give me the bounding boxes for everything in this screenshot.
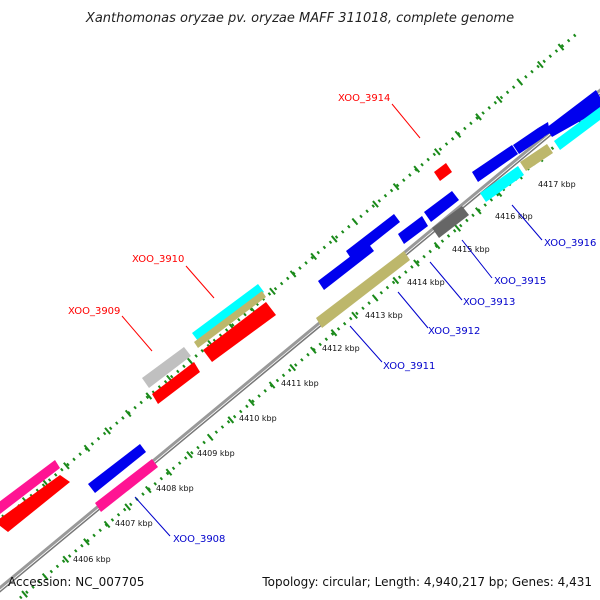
- kbp-label: 4417 kbp: [538, 180, 576, 189]
- gene-label-xoo-3910[interactable]: XOO_3910: [132, 254, 184, 265]
- kbp-label: 4409 kbp: [197, 449, 235, 458]
- major-tick: [413, 259, 420, 267]
- kbp-label: 4407 kbp: [115, 519, 153, 528]
- gene-feature-blue[interactable]: [472, 145, 518, 182]
- major-tick: [248, 398, 255, 407]
- major-tick: [62, 555, 70, 563]
- gene-label-xoo-3915[interactable]: XOO_3915: [494, 276, 546, 287]
- major-tick: [63, 462, 70, 470]
- major-tick: [351, 217, 359, 226]
- major-tick: [145, 392, 153, 400]
- major-tick: [474, 207, 482, 215]
- major-tick: [227, 416, 235, 424]
- accession-text: Accession: NC_007705: [8, 575, 144, 589]
- gene-label-xoo-3909[interactable]: XOO_3909: [68, 306, 120, 317]
- kbp-label: 4408 kbp: [156, 484, 194, 493]
- gene-feature-red[interactable]: [203, 302, 276, 362]
- genome-stats-text: Topology: circular; Length: 4,940,217 bp…: [261, 575, 592, 589]
- major-tick: [165, 468, 173, 476]
- gene-feature-gray[interactable]: [142, 347, 191, 388]
- major-tick: [433, 148, 441, 156]
- major-tick: [310, 252, 318, 261]
- gene-feature-pink[interactable]: [0, 460, 60, 514]
- major-tick: [83, 538, 90, 546]
- gene-feature-cyan[interactable]: [480, 166, 524, 202]
- major-tick: [454, 130, 462, 139]
- major-tick: [413, 165, 421, 173]
- major-tick: [144, 485, 152, 494]
- major-tick: [124, 409, 132, 418]
- major-tick: [392, 276, 400, 285]
- major-tick: [21, 590, 28, 598]
- gene-labels: XOO_3909 XOO_3910 XOO_3914 XOO_3908 XOO_…: [68, 93, 596, 545]
- kbp-label: 4414 kbp: [407, 278, 445, 287]
- gene-feature-blue[interactable]: [398, 216, 428, 244]
- major-tick: [269, 287, 276, 296]
- gene-label-xoo-3913[interactable]: XOO_3913: [463, 297, 515, 308]
- major-tick: [330, 329, 338, 337]
- gene-feature-blue[interactable]: [318, 243, 374, 290]
- major-tick: [124, 503, 132, 511]
- major-tick: [104, 427, 111, 435]
- callout-lines: [121, 103, 543, 537]
- gene-feature-blue[interactable]: [424, 191, 459, 222]
- gene-features: [0, 90, 600, 532]
- gene-feature-blue[interactable]: [546, 90, 600, 137]
- major-tick: [330, 235, 338, 243]
- gene-label-xoo-3908[interactable]: XOO_3908: [173, 534, 225, 545]
- major-tick: [186, 451, 193, 459]
- gene-label-xoo-3911[interactable]: XOO_3911: [383, 361, 435, 372]
- major-tick: [186, 357, 194, 365]
- major-tick: [516, 78, 524, 86]
- major-tick: [289, 363, 297, 372]
- gene-label-xoo-3912[interactable]: XOO_3912: [428, 326, 480, 337]
- major-tick: [83, 444, 91, 453]
- gene-feature-red[interactable]: [152, 362, 200, 404]
- kbp-label: 4412 kbp: [322, 344, 360, 353]
- kbp-label: 4416 kbp: [495, 212, 533, 221]
- major-tick: [289, 270, 297, 278]
- genome-backbone: [0, 88, 600, 593]
- gene-feature-pink[interactable]: [95, 459, 158, 512]
- gene-feature-blue[interactable]: [513, 128, 544, 154]
- gene-feature-blue[interactable]: [346, 214, 400, 260]
- kbp-label: 4410 kbp: [239, 414, 277, 423]
- kbp-label: 4411 kbp: [281, 379, 319, 388]
- major-tick: [433, 241, 441, 250]
- gene-label-xoo-3914[interactable]: XOO_3914: [338, 93, 390, 104]
- major-tick: [495, 95, 503, 104]
- gene-feature-khaki[interactable]: [316, 251, 410, 328]
- major-tick: [268, 381, 276, 389]
- gene-feature-red[interactable]: [0, 475, 70, 532]
- major-tick: [206, 433, 214, 442]
- major-tick: [351, 311, 358, 320]
- gene-label-xoo-3916[interactable]: XOO_3916: [544, 238, 596, 249]
- major-tick: [392, 182, 400, 191]
- major-tick: [475, 113, 482, 121]
- gene-feature-khaki[interactable]: [194, 291, 266, 348]
- gene-feature-cyan[interactable]: [554, 107, 600, 150]
- gene-feature-khaki[interactable]: [520, 144, 553, 171]
- major-tick: [454, 224, 462, 232]
- lower-major-ticks: [21, 119, 585, 598]
- gene-feature-darkgray[interactable]: [432, 206, 469, 238]
- gene-feature-red[interactable]: [434, 163, 452, 181]
- genome-title: Xanthomonas oryzae pv. oryzae MAFF 31101…: [85, 11, 514, 26]
- gene-feature-blue[interactable]: [538, 122, 550, 138]
- upper-tick-track: [0, 29, 581, 524]
- kbp-label: 4415 kbp: [452, 245, 490, 254]
- kbp-label: 4406 kbp: [73, 555, 111, 564]
- major-tick: [309, 346, 317, 354]
- gene-feature-cyan[interactable]: [192, 284, 264, 341]
- major-tick: [41, 573, 49, 581]
- kbp-labels: 4406 kbp 4407 kbp 4408 kbp 4409 kbp 4410…: [73, 180, 576, 564]
- major-tick: [557, 43, 565, 51]
- major-tick: [371, 294, 379, 302]
- major-tick: [372, 200, 379, 208]
- major-tick: [537, 60, 544, 69]
- gene-feature-blue[interactable]: [88, 444, 146, 493]
- kbp-label: 4413 kbp: [365, 311, 403, 320]
- major-tick: [103, 520, 111, 529]
